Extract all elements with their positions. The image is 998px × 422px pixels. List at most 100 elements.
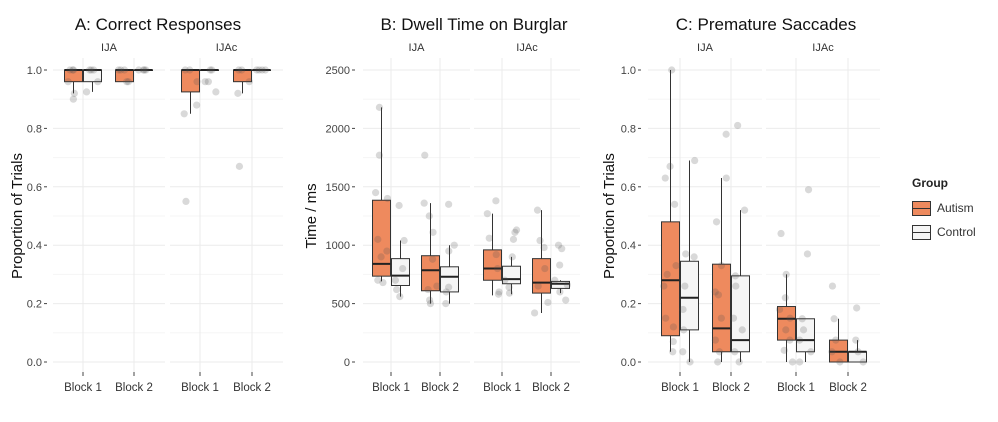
data-point (208, 66, 216, 74)
data-point (830, 315, 838, 323)
y-tick-label: 0.2 (27, 299, 42, 311)
data-point (660, 282, 668, 290)
box (421, 255, 440, 292)
data-point (732, 282, 740, 290)
data-point (832, 336, 840, 344)
data-point (722, 174, 730, 182)
data-point (206, 66, 214, 74)
y-tick-label: 0.2 (621, 299, 636, 311)
data-point (786, 336, 794, 344)
box-autism (420, 151, 441, 308)
box-control (82, 66, 102, 96)
data-point (69, 66, 78, 74)
data-point (123, 78, 131, 86)
data-point (782, 326, 790, 334)
data-point (788, 358, 797, 366)
data-point (64, 78, 72, 86)
y-axis-label: Time / ms (303, 183, 320, 248)
data-point (780, 346, 788, 354)
data-point (82, 88, 91, 96)
data-point (740, 206, 749, 214)
data-point (795, 336, 804, 344)
data-point (530, 309, 539, 317)
data-point (663, 270, 671, 278)
data-point (671, 200, 679, 208)
data-point (253, 66, 261, 74)
legend-item-control: Control (912, 220, 976, 244)
data-point (668, 66, 676, 74)
data-point (828, 348, 836, 356)
data-point (495, 288, 503, 296)
box (551, 280, 570, 289)
box (731, 275, 750, 353)
data-point (258, 66, 266, 74)
y-tick-label: 0.8 (27, 123, 42, 135)
box-autism (114, 66, 134, 86)
facet-ija: IJA Block 1 Block 2 (648, 42, 762, 394)
data-point (492, 197, 500, 205)
box-autism (180, 66, 201, 205)
data-point (235, 162, 244, 170)
box-control (679, 156, 699, 366)
data-point (375, 103, 384, 111)
data-point (854, 348, 862, 356)
data-point (731, 348, 739, 356)
data-point (445, 247, 453, 255)
panel-c: C: Premature Saccades Proportion of Trial… (601, 15, 880, 394)
x-tick-label: Block 1 (483, 382, 521, 394)
y-tick-label: 1.0 (621, 65, 636, 77)
data-point (509, 235, 518, 243)
data-point (691, 156, 699, 165)
data-point (669, 348, 677, 356)
facet-label: IJA (697, 42, 714, 54)
data-point (690, 253, 698, 261)
box (483, 249, 502, 281)
data-point (425, 212, 433, 220)
box (777, 306, 796, 341)
data-point (483, 210, 491, 218)
data-point (781, 294, 789, 302)
facet-ijac: IJAc Block 1 Block 2 (766, 42, 880, 394)
data-point (536, 236, 544, 245)
data-point (426, 296, 434, 304)
data-point (445, 283, 453, 291)
box-control (440, 200, 459, 308)
facet-label: IJAc (516, 42, 538, 54)
data-point (714, 358, 722, 366)
data-point (124, 78, 133, 86)
data-point (120, 66, 129, 74)
data-point (87, 66, 95, 74)
data-point (662, 314, 670, 322)
box (796, 318, 815, 353)
data-point (799, 326, 808, 334)
y-tick-label: 1500 (326, 182, 350, 194)
data-point (182, 197, 190, 205)
data-point (426, 300, 435, 308)
data-point (375, 151, 384, 159)
y-tick-label: 0.8 (621, 123, 636, 135)
data-point (544, 298, 552, 307)
box (532, 258, 551, 294)
data-point (69, 66, 77, 74)
y-axis-label: Proportion of Trials (9, 153, 26, 279)
data-point (142, 66, 150, 74)
data-point (450, 241, 458, 249)
data-point (776, 305, 784, 314)
x-tick-label: Block 1 (372, 382, 410, 394)
box-autism (660, 66, 680, 356)
data-point (853, 304, 861, 312)
data-point (396, 292, 404, 301)
data-point (429, 228, 437, 236)
x-tick-label: Block 1 (661, 382, 699, 394)
data-point (681, 282, 689, 290)
data-point (734, 121, 742, 130)
data-point (803, 250, 812, 258)
y-tick-label: 0.6 (27, 182, 42, 194)
data-point (556, 288, 564, 296)
data-point (669, 337, 677, 346)
data-point (485, 234, 493, 242)
panel-title: A: Correct Responses (75, 15, 241, 34)
x-tick-label: Block 2 (233, 382, 271, 394)
box-control (795, 186, 815, 366)
